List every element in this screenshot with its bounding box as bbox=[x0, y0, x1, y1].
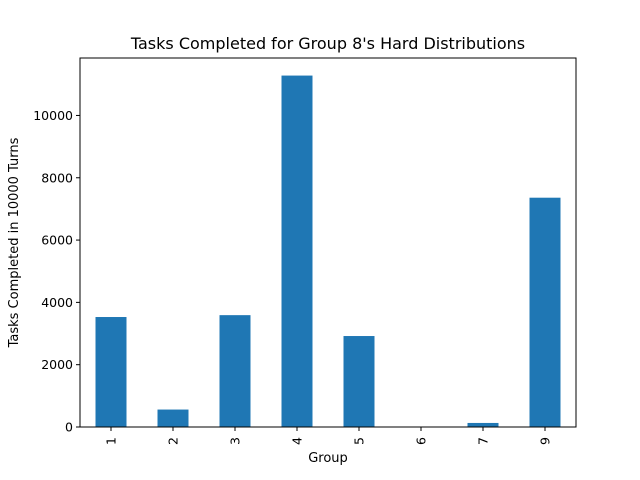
bar-group-3 bbox=[219, 315, 251, 427]
x-tick-label: 4 bbox=[290, 437, 305, 445]
x-tick-label: 7 bbox=[476, 437, 491, 445]
bar-group-5 bbox=[343, 336, 375, 427]
bar-group-9 bbox=[529, 197, 561, 427]
x-tick-label: 1 bbox=[104, 437, 119, 445]
y-tick-label: 2000 bbox=[41, 357, 73, 372]
y-tick-label: 4000 bbox=[41, 295, 73, 310]
y-tick-label: 6000 bbox=[41, 233, 73, 248]
bar-group-1 bbox=[95, 317, 127, 427]
x-tick-label: 5 bbox=[352, 437, 367, 445]
x-tick-label: 9 bbox=[538, 437, 553, 445]
y-axis-label: Tasks Completed in 10000 Turns bbox=[7, 137, 22, 348]
bar-group-2 bbox=[157, 409, 189, 427]
bar-group-7 bbox=[467, 422, 499, 427]
chart-title: Tasks Completed for Group 8's Hard Distr… bbox=[130, 34, 525, 53]
x-axis-ticks: 1 2 3 4 5 6 7 9 bbox=[104, 427, 553, 445]
y-tick-label: 10000 bbox=[33, 108, 73, 123]
x-tick-label: 3 bbox=[228, 437, 243, 445]
y-axis-ticks: 0 2000 4000 6000 8000 10000 bbox=[33, 108, 80, 435]
x-tick-label: 6 bbox=[414, 437, 429, 445]
y-tick-label: 0 bbox=[65, 420, 73, 435]
y-tick-label: 8000 bbox=[41, 170, 73, 185]
plot-frame bbox=[79, 57, 577, 428]
x-axis-label: Group bbox=[308, 451, 348, 466]
x-tick-label: 2 bbox=[166, 437, 181, 445]
bars-group bbox=[95, 75, 561, 427]
bar-group-4 bbox=[281, 75, 313, 427]
